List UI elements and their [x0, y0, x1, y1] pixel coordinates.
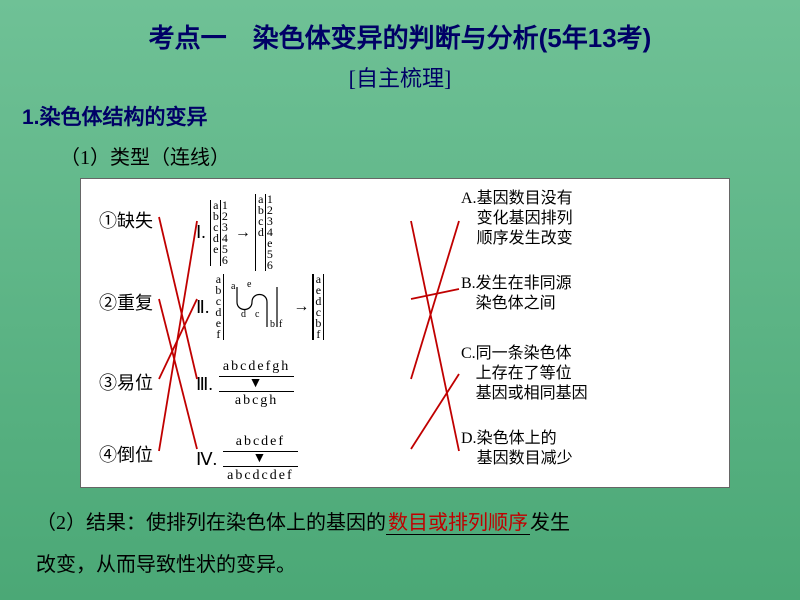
mid-item-4: Ⅳ.abcdef▼abcdcdef: [196, 434, 298, 484]
svg-text:e: e: [247, 279, 252, 290]
right-item: C.同一条染色体上存在了等位基因或相同基因: [461, 344, 588, 404]
sub-heading: （1）类型（连线）: [0, 141, 800, 170]
section-heading: 1.染色体结构的变异: [0, 101, 800, 131]
subtitle: [自主梳理]: [0, 61, 800, 93]
mid-item-2: Ⅱ.abcdefaedcbf→aedcbf: [196, 274, 321, 340]
svg-text:f: f: [279, 319, 283, 330]
left-item: ②重复: [99, 289, 153, 315]
matching-diagram: ①缺失 ②重复 ③易位 ④倒位 Ⅰ.a1b2c3d4e5 6→a1b2c3d4 e 5…: [80, 178, 730, 488]
right-item: A.基因数目没有变化基因排列顺序发生改变: [461, 189, 573, 249]
svg-text:b: b: [270, 319, 275, 330]
mid-item-3: Ⅲ.abcdefgh▼abcgh: [196, 359, 294, 409]
mid-item-1: Ⅰ.a1b2c3d4e5 6→a1b2c3d4 e 5 6: [196, 194, 274, 271]
middle-column: Ⅰ.a1b2c3d4e5 6→a1b2c3d4 e 5 6Ⅱ.abcdefaed…: [196, 179, 426, 487]
left-item: ④倒位: [99, 441, 153, 467]
left-item: ③易位: [99, 369, 153, 395]
result-fill-blank: 数目或排列顺序: [386, 512, 530, 535]
right-column: A.基因数目没有变化基因排列顺序发生改变 B.发生在非同源染色体之间 C.同一条染色…: [461, 179, 716, 487]
left-column: ①缺失 ②重复 ③易位 ④倒位: [99, 179, 179, 487]
result-suffix1: 发生: [530, 512, 570, 534]
right-item: B.发生在非同源染色体之间: [461, 274, 572, 314]
result-prefix: （2）结果：使排列在染色体上的基因的: [36, 512, 386, 534]
result-line2: 改变，从而导致性状的变异。: [36, 554, 296, 576]
result-text: （2）结果：使排列在染色体上的基因的数目或排列顺序发生 改变，从而导致性状的变异…: [0, 488, 800, 586]
svg-text:a: a: [231, 281, 236, 292]
page-title: 考点一 染色体变异的判断与分析(5年13考): [0, 0, 800, 55]
right-item: D.染色体上的基因数目减少: [461, 429, 573, 469]
left-item: ①缺失: [99, 207, 153, 233]
svg-text:d: d: [241, 309, 246, 320]
svg-text:c: c: [255, 309, 260, 320]
